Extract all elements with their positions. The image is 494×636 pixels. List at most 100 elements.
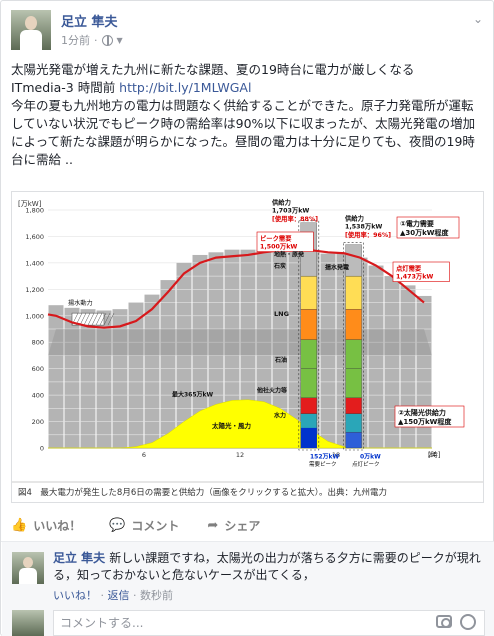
supply2-label-text: 供給力 bbox=[344, 213, 364, 222]
emoji-icon[interactable] bbox=[460, 614, 476, 630]
annotation-2-text: ②太陽光供給力 bbox=[398, 408, 446, 417]
hatch-line bbox=[87, 313, 95, 326]
coal-label: 石炭 bbox=[273, 262, 286, 270]
hatch-line bbox=[99, 313, 107, 326]
peak-bar-segment bbox=[345, 413, 362, 433]
comment-input-box[interactable] bbox=[53, 610, 485, 636]
figure-caption: 図4 最大電力が発生した8月6日の需要と供給力（画像をクリックすると拡大）。出典… bbox=[18, 487, 387, 498]
peak-demand-label-text: 1,500万kW bbox=[260, 243, 297, 251]
caret-down-icon[interactable]: ▼ bbox=[116, 35, 123, 45]
y-tick-label: 1,000 bbox=[25, 312, 44, 320]
supply-column bbox=[224, 249, 240, 448]
post-meta: 1分前 · ▼ bbox=[61, 32, 123, 48]
supply-column bbox=[160, 280, 176, 448]
lamp-peak-label-box bbox=[392, 261, 450, 282]
peak-bar-segment bbox=[300, 275, 317, 310]
geo-label: 地熱・原発 bbox=[274, 250, 305, 258]
peak-bar-outline bbox=[298, 220, 320, 451]
coal-band bbox=[48, 329, 432, 356]
supply1-label-text: 供給力 bbox=[271, 197, 291, 206]
demand-curve bbox=[47, 248, 425, 329]
x-tick-label: 18 bbox=[332, 451, 340, 459]
y-tick-label: 200 bbox=[32, 418, 44, 426]
peak-bar-segment bbox=[345, 368, 362, 398]
avatar-face bbox=[25, 16, 37, 30]
meta-dot: · bbox=[133, 589, 137, 602]
camera-icon[interactable] bbox=[436, 615, 452, 628]
supply-column bbox=[128, 302, 144, 448]
comment-author[interactable]: 足立 隼夫 bbox=[53, 551, 106, 565]
comment-button[interactable]: 💬 コメント bbox=[109, 515, 179, 535]
hatch-line bbox=[95, 313, 103, 326]
share-arrow-icon: ➦ bbox=[207, 517, 219, 533]
hatch-line bbox=[91, 313, 99, 326]
y-tick-label: 1,600 bbox=[25, 233, 44, 241]
supply-column bbox=[208, 252, 224, 448]
comment-body: 足立 隼夫 新しい課題ですね，太陽光の出力が落ちる夕方に需要のピークが現れる，知っ… bbox=[53, 550, 485, 584]
like-button[interactable]: 👍 いいね！ bbox=[11, 515, 81, 535]
max-solar-label: 最大365万kW bbox=[172, 390, 214, 398]
bar1-label: 需要ピーク bbox=[309, 461, 337, 468]
avatar-body bbox=[20, 30, 42, 50]
comment-time[interactable]: 数秒前 bbox=[140, 589, 173, 602]
like-label: いいね！ bbox=[33, 518, 82, 533]
chevron-down-icon[interactable]: ⌄ bbox=[472, 12, 483, 26]
peak-bars bbox=[298, 220, 364, 451]
comment-like-link[interactable]: いいね！ bbox=[53, 589, 97, 602]
peak-bar-segment bbox=[300, 368, 317, 398]
current-user-avatar bbox=[12, 610, 44, 636]
meta-dot: · bbox=[100, 589, 105, 602]
share-label: シェア bbox=[224, 518, 261, 533]
comment-text: 新しい課題ですね，太陽光の出力が落ちる夕方に需要のピークが現れる，知っておかない… bbox=[53, 551, 481, 582]
actions-divider bbox=[1, 541, 494, 542]
comment-input[interactable] bbox=[54, 611, 414, 635]
hatch-line bbox=[103, 313, 111, 326]
supply1-label-text: 1,703万kW bbox=[272, 207, 309, 215]
supply-column bbox=[144, 294, 160, 448]
post-actions: 👍 いいね！ 💬 コメント ➦ シェア bbox=[11, 515, 485, 535]
x-tick-label: 12 bbox=[236, 451, 244, 459]
hydro-label: 水力 bbox=[274, 412, 286, 420]
annotation-1-box bbox=[396, 216, 460, 239]
supply-column bbox=[368, 265, 384, 448]
peak-bar-segment bbox=[300, 397, 317, 414]
solar-0-label: 0万kW bbox=[360, 454, 381, 461]
commenter-avatar[interactable] bbox=[12, 552, 44, 584]
post-source-line: ITmedia-3 時間前 http://bit.ly/1MLWGAl bbox=[11, 79, 485, 97]
annotation-2-text: ▲150万kW程度 bbox=[398, 417, 452, 426]
supply-column bbox=[288, 249, 304, 448]
annotation-1-text: ①電力需要 bbox=[400, 219, 434, 228]
demand-line bbox=[47, 248, 425, 329]
peak-bar-segment bbox=[345, 275, 362, 310]
supply1-label-text: [使用率：88%] bbox=[272, 214, 318, 223]
author-avatar[interactable] bbox=[11, 10, 51, 50]
author-name[interactable]: 足立 隼夫 bbox=[61, 15, 118, 30]
post-time[interactable]: 1分前 bbox=[61, 34, 90, 47]
comment-input-row bbox=[2, 608, 494, 636]
peak-bar-outline bbox=[343, 242, 364, 451]
peak-bar-segment bbox=[345, 244, 362, 277]
avatar-body bbox=[19, 568, 37, 584]
bar2-label: 点灯ピーク bbox=[352, 460, 380, 468]
supply-column bbox=[256, 249, 272, 448]
post-body: 今年の夏も九州地方の電力は問題なく供給することができた。原子力発電所が運転してい… bbox=[11, 98, 476, 167]
y-tick-label: 1,200 bbox=[25, 286, 44, 294]
share-button[interactable]: ➦ シェア bbox=[207, 515, 260, 535]
supply2-label-text: 1,538万kW bbox=[345, 223, 382, 231]
supply-column bbox=[48, 305, 64, 448]
meta-separator: · bbox=[94, 33, 98, 47]
solar-area bbox=[48, 312, 432, 449]
supply-column bbox=[96, 310, 112, 448]
supply-column bbox=[384, 276, 400, 448]
avatar-face bbox=[23, 557, 33, 568]
comment-reply-link[interactable]: 返信 bbox=[107, 589, 130, 602]
globe-icon[interactable] bbox=[101, 34, 113, 46]
comment-label: コメント bbox=[131, 518, 180, 533]
pumped-gen-label: 揚水発電 bbox=[325, 264, 349, 272]
peak-bar-segment bbox=[345, 339, 362, 369]
peak-bar-segment bbox=[300, 309, 317, 340]
chart-figure[interactable]: 0 200 400 600 800 1,000 1,200 1,400 1,600 1,800 6… bbox=[11, 191, 484, 503]
solar-152-label: 152万kW bbox=[310, 454, 340, 461]
post-link[interactable]: http://bit.ly/1MLWGAl bbox=[119, 80, 252, 95]
